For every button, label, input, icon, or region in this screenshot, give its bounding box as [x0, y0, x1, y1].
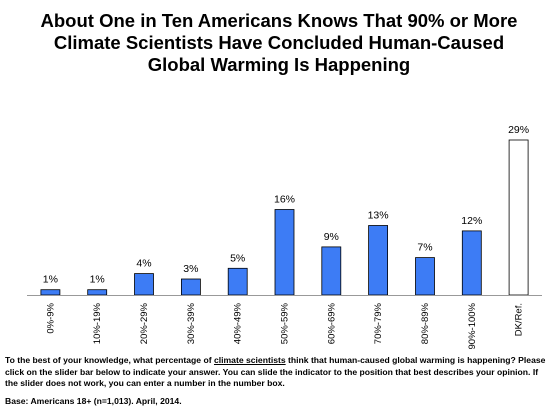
note-text-end: think that human-caused global warming i… — [5, 355, 546, 388]
x-tick-label: 60%-69% — [326, 302, 337, 344]
chart-title-line-1: About One in Ten Americans Knows That 90… — [40, 10, 518, 31]
value-label: 1% — [43, 274, 58, 286]
x-tick-label: 80%-89% — [420, 302, 431, 344]
bar-20%-29% — [134, 273, 154, 296]
value-label: 1% — [90, 274, 105, 286]
value-label: 5% — [230, 252, 245, 264]
bar-70%-79% — [368, 225, 389, 296]
note-text-start: To the best of your knowledge, what perc… — [5, 355, 214, 365]
chart-title-line-2: Climate Scientists Have Concluded Human-… — [53, 32, 505, 53]
survey-question-note: To the best of your knowledge, what perc… — [5, 355, 553, 390]
value-labels-group: 1% 1% 4% 3% 5% 16% 9% 13% 7% 12% 29% — [43, 124, 529, 286]
value-label: 9% — [324, 231, 339, 243]
x-tick-label: 90%-100% — [467, 302, 478, 349]
value-label: 7% — [417, 242, 432, 254]
x-tick-label: 0%-9% — [45, 302, 56, 333]
x-tick-label: 40%-49% — [233, 302, 244, 344]
base-note: Base: Americans 18+ (n=1,013). April, 20… — [5, 396, 182, 406]
tick-labels-group: 0%-9% 10%-19% 20%-29% 30%-39% 40%-49% 50%-59%… — [45, 302, 524, 349]
bar-10%-19% — [87, 289, 108, 296]
note-underlined-term: climate scientists — [213, 355, 286, 365]
value-label: 29% — [508, 124, 529, 136]
bar-DK/Ref. — [508, 139, 529, 296]
bar-90%-100% — [461, 230, 482, 296]
x-tick-label: 50%-59% — [280, 302, 291, 344]
bar-30%-39% — [180, 278, 201, 296]
value-label: 3% — [183, 263, 198, 275]
bar-80%-89% — [415, 257, 435, 296]
chart-title-line-3: Global Warming Is Happening — [147, 54, 411, 75]
x-tick-label: 20%-29% — [139, 302, 150, 344]
value-label: 12% — [461, 215, 482, 227]
x-tick-label: DK/Ref. — [514, 303, 525, 336]
bar-0%-9% — [40, 289, 61, 296]
bar-40%-49% — [227, 267, 248, 296]
value-label: 16% — [274, 194, 295, 206]
x-tick-label: 30%-39% — [186, 302, 197, 344]
bar-50%-59% — [274, 209, 295, 296]
x-tick-label: 10%-19% — [92, 302, 103, 344]
value-label: 4% — [136, 258, 151, 270]
chart-title: About One in Ten Americans Knows That 90… — [0, 10, 558, 76]
x-tick-label: 70%-79% — [373, 302, 384, 344]
bar-60%-69% — [321, 246, 342, 296]
bars-group — [40, 139, 529, 296]
value-label: 13% — [368, 210, 389, 222]
